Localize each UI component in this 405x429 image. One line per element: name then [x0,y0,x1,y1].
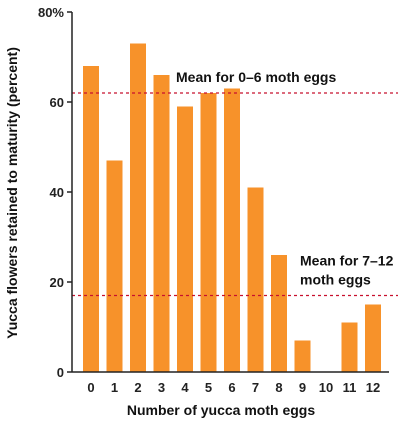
x-axis-title: Number of yucca moth eggs [127,402,315,418]
x-tick-label: 0 [87,380,94,395]
x-ticks-layer: 0 1 2 3 4 5 6 7 8 9 10 11 12 [87,380,380,395]
bar-1 [106,160,123,372]
mean-label-7-12-line-2: moth eggs [300,272,371,288]
bar-0 [83,66,99,372]
bar-8 [271,255,287,372]
x-tick-label: 8 [275,380,282,395]
y-tick-label: 80% [38,5,64,20]
bar-11 [341,322,358,372]
bar-9 [294,340,311,372]
bar-3 [153,75,170,372]
x-tick-label: 6 [228,380,235,395]
bar-4 [177,106,193,372]
x-tick-label: 9 [299,380,306,395]
x-tick-label: 2 [134,380,141,395]
y-tick-label: 60 [50,95,64,110]
y-tick-label: 20 [50,275,64,290]
bar-2 [130,43,146,372]
y-tick-label: 40 [50,185,64,200]
reference-lines-layer [72,92,398,297]
x-tick-label: 11 [343,380,357,395]
x-tick-label: 1 [111,380,118,395]
bar-6 [224,88,240,372]
x-tick-label: 10 [319,380,333,395]
x-tick-label: 5 [205,380,212,395]
bar-7 [247,187,264,372]
y-axis-title: Yucca flowers retained to maturity (perc… [4,47,20,339]
x-tick-label: 7 [252,380,259,395]
annotations-layer: Mean for 0–6 moth eggs Mean for 7–12 moth … [176,69,394,288]
y-tick-label: 0 [57,365,64,380]
x-tick-label: 3 [158,380,165,395]
bar-12 [365,304,381,372]
y-ticks-layer: 0 20 40 60 80% [38,5,72,380]
bars-layer [83,43,381,372]
mean-label-0-6: Mean for 0–6 moth eggs [176,69,336,85]
x-tick-label: 12 [366,380,380,395]
x-tick-label: 4 [181,380,189,395]
mean-label-7-12-line-1: Mean for 7–12 [300,253,394,269]
bar-5 [200,93,217,372]
